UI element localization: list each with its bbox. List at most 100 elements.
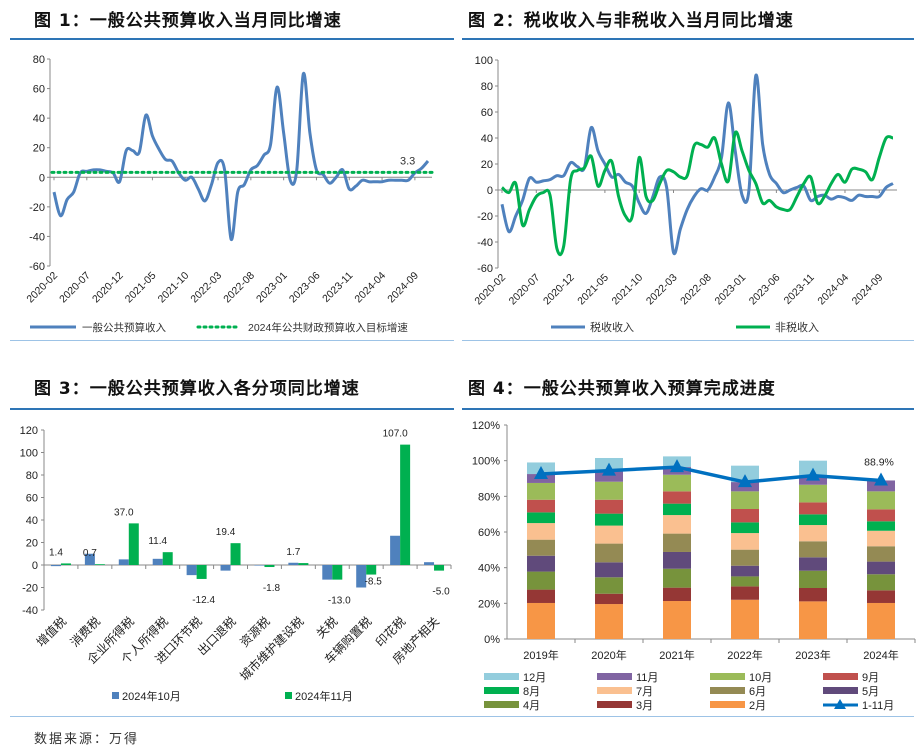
x-tick-label: 2020-02	[24, 270, 60, 306]
legend-label: 2024年10月	[122, 689, 181, 703]
stack-segment-10月	[527, 482, 555, 500]
chart2-title: 图 2：税收收入与非税收入当月同比增速	[468, 11, 794, 31]
category-label: 关税	[314, 614, 341, 641]
stack-segment-4月	[731, 576, 759, 587]
category-label: 增值税	[33, 614, 69, 650]
x-tick-label: 2023-11	[782, 272, 817, 307]
category-label: 2024年	[863, 648, 898, 662]
stack-segment-7月	[595, 525, 623, 544]
x-tick-label: 2020-12	[90, 270, 126, 306]
x-tick-label: 2023-06	[747, 272, 783, 308]
x-tick-label: 2021-10	[156, 270, 192, 306]
bar-oct	[84, 553, 95, 565]
stack-segment-4月	[799, 570, 827, 588]
y-tick-label: 0	[487, 185, 493, 197]
x-tick-label: 2020-02	[472, 272, 508, 308]
stack-segment-6月	[527, 539, 555, 556]
x-tick-label: 2022-08	[678, 272, 714, 308]
x-tick-label: 2023-11	[320, 270, 355, 305]
y-tick-label: -40	[477, 237, 493, 249]
legend-label: 税收收入	[590, 320, 634, 334]
stack-segment-3月	[731, 586, 759, 600]
y-tick-label: 40	[26, 515, 38, 527]
divider	[462, 408, 914, 410]
stack-segment-10月	[799, 484, 827, 503]
bar-nov	[434, 565, 445, 571]
stack-segment-3月	[867, 590, 895, 603]
triangle-marker	[534, 466, 548, 480]
legend-label: 一般公共预算收入	[82, 321, 166, 334]
bar-nov	[94, 564, 105, 565]
legend-swatch	[597, 673, 632, 680]
bar-nov	[60, 563, 71, 565]
legend-label: 2024年公共财政预算收入目标增速	[248, 321, 408, 334]
series-line-1	[500, 73, 894, 256]
y-tick-label: 60%	[478, 527, 500, 539]
stack-segment-10月	[867, 491, 895, 510]
legend-swatch	[285, 692, 292, 699]
y-tick-label: -60	[29, 261, 45, 273]
legend-swatch	[823, 673, 858, 680]
legend-label: 11月	[636, 672, 658, 684]
y-tick-label: 60	[33, 84, 45, 96]
stack-segment-2月	[527, 602, 555, 639]
bar-oct	[322, 565, 333, 580]
data-label: -12.4	[192, 595, 215, 606]
stack-segment-11月	[867, 480, 895, 492]
stack-segment-8月	[799, 514, 827, 526]
bar-oct	[390, 535, 401, 565]
bar-oct	[424, 562, 435, 565]
divider	[10, 38, 454, 40]
y-tick-label: 120%	[472, 420, 500, 432]
data-label: -8.5	[365, 577, 383, 588]
x-tick-label: 2024-04	[352, 270, 388, 306]
legend-label: 8月	[523, 686, 540, 698]
legend-swatch	[597, 701, 632, 708]
stack-segment-8月	[663, 503, 691, 516]
y-tick-label: -20	[477, 211, 493, 223]
stack-segment-2月	[867, 602, 895, 639]
bar-nov	[128, 523, 139, 565]
y-tick-label: 80	[481, 81, 493, 93]
x-tick-label: 2023-01	[712, 272, 748, 308]
stack-segment-5月	[663, 551, 691, 569]
data-label: -1.8	[263, 583, 281, 594]
data-label: 0.7	[83, 548, 97, 559]
stack-segment-4月	[595, 577, 623, 594]
y-tick-label: -20	[29, 202, 45, 214]
y-tick-label: 120	[20, 425, 38, 437]
stack-segment-4月	[663, 568, 691, 588]
y-tick-label: 40	[481, 133, 493, 145]
bar-nov	[230, 543, 241, 565]
legend-label: 9月	[862, 672, 879, 684]
legend-label: 7月	[636, 686, 653, 698]
bar-nov	[400, 444, 411, 565]
legend-swatch	[710, 687, 745, 694]
stack-segment-3月	[595, 593, 623, 605]
stack-segment-8月	[595, 513, 623, 526]
legend-swatch	[823, 687, 858, 694]
series-line-1	[52, 72, 430, 241]
category-label: 2023年	[795, 648, 830, 662]
stack-segment-10月	[731, 491, 759, 509]
bar-oct	[220, 565, 231, 571]
stack-segment-5月	[595, 562, 623, 578]
stack-segment-4月	[527, 571, 555, 590]
legend-swatch	[710, 673, 745, 680]
x-tick-label: 2022-08	[221, 270, 257, 306]
data-label: 37.0	[114, 507, 134, 518]
y-tick-label: 20	[481, 159, 493, 171]
bar-oct	[186, 565, 197, 576]
data-label: 88.9%	[864, 456, 894, 468]
stack-segment-8月	[867, 521, 895, 531]
stack-segment-3月	[799, 587, 827, 602]
category-label: 2019年	[523, 648, 558, 662]
stack-segment-9月	[799, 502, 827, 515]
bar-nov	[298, 563, 309, 565]
legend-label: 2月	[749, 700, 766, 712]
x-tick-label: 2022-03	[188, 270, 224, 306]
bar-oct	[288, 562, 299, 565]
x-tick-label: 2020-12	[541, 272, 577, 308]
stack-segment-9月	[731, 508, 759, 523]
